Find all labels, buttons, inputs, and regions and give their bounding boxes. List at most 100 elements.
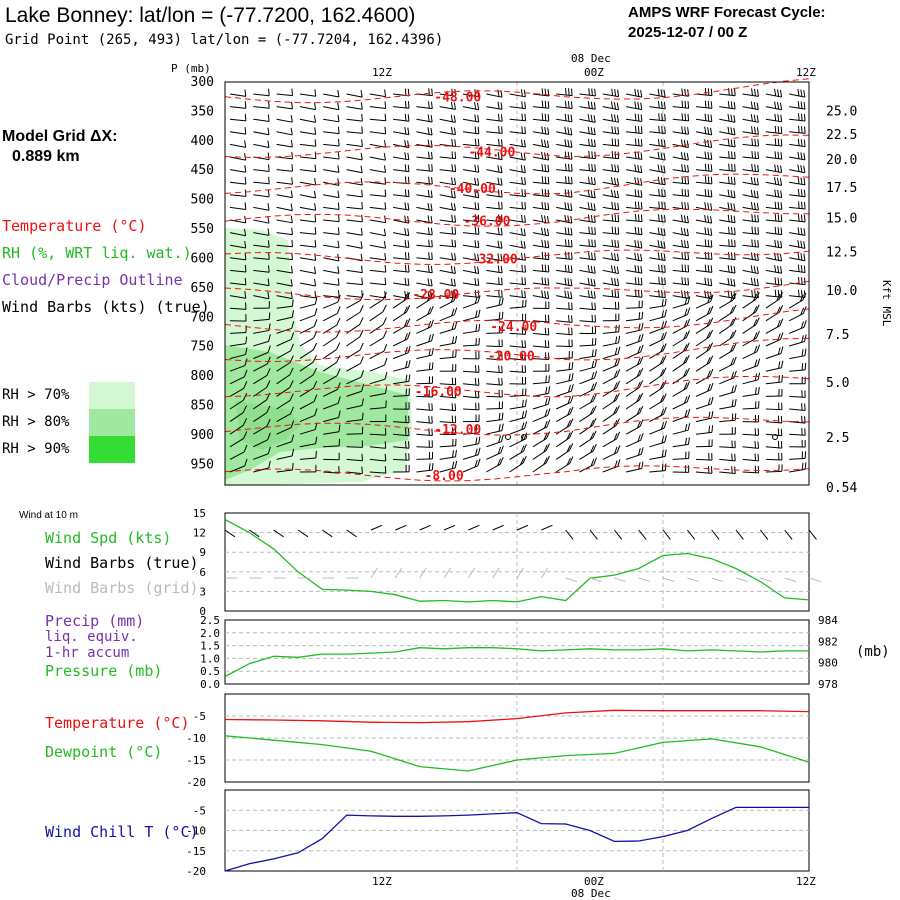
- wind-barb: [276, 420, 295, 435]
- wind-barb: [253, 140, 270, 149]
- wind-barb: [602, 151, 620, 160]
- wind-barb: [695, 100, 713, 109]
- wind-barb: [556, 139, 573, 148]
- wind-barb: [393, 252, 410, 260]
- wind-barb: [602, 445, 621, 460]
- wind-barb: [556, 315, 573, 323]
- wind-barb: [579, 443, 597, 460]
- wind-barb: [532, 352, 550, 361]
- wind-barb: [649, 320, 667, 334]
- wind-barb: [486, 277, 503, 286]
- wind-barb: [602, 138, 620, 147]
- wind-barb: [276, 203, 293, 212]
- wind-barb: [765, 239, 783, 249]
- wind-barb: [462, 240, 480, 249]
- wind-barb: [789, 334, 807, 347]
- wind-barb: [649, 201, 666, 210]
- wind-barb: [416, 440, 433, 448]
- wind-barb: [229, 347, 248, 360]
- wind-barb: [532, 386, 551, 397]
- wind-barb: [602, 289, 620, 299]
- wind-barb: [439, 350, 457, 360]
- wind-barb: [719, 413, 737, 423]
- wind-barb: [299, 253, 317, 261]
- wind-barb: [323, 424, 341, 435]
- wind-barb: [742, 114, 759, 123]
- top-tick-00z: 00Z: [584, 66, 604, 79]
- wind-barb: [369, 241, 387, 249]
- contour-label: -20.00: [488, 350, 535, 365]
- wind-barb: [323, 227, 340, 235]
- legend-wind-barbs: Wind Barbs (kts) (true): [2, 298, 210, 316]
- wind-barb: [556, 113, 573, 123]
- wind-barb: [439, 403, 457, 412]
- contour-label: -48.00: [434, 91, 481, 106]
- wind-barb: [789, 151, 806, 161]
- wind-barb: [323, 278, 340, 286]
- wind-barb: [369, 428, 387, 436]
- wind-barb: [602, 101, 619, 111]
- wind-barb: [695, 355, 714, 372]
- wind-barb: [416, 252, 433, 261]
- wind-barb: [695, 439, 713, 448]
- wind-barb: [369, 265, 387, 273]
- wind-barb: [742, 317, 760, 334]
- wind-barb: [649, 164, 666, 174]
- wind-barb: [416, 176, 433, 185]
- wind-barb: [765, 125, 783, 135]
- wind-barb: [789, 88, 806, 98]
- wind-barb: [462, 402, 480, 411]
- wind-barb: [486, 201, 503, 210]
- wind-barb: [579, 176, 596, 186]
- wind-barb: [719, 440, 736, 449]
- wind-barb: [276, 151, 293, 160]
- wind-barb: [229, 393, 248, 410]
- wind-barb: [742, 202, 759, 211]
- wind-barb: [789, 188, 806, 198]
- wind-barb: [509, 290, 526, 299]
- wind-barb: [625, 405, 644, 423]
- wind-barb: [369, 126, 387, 135]
- wind-barb: [229, 140, 247, 148]
- wind-barb: [346, 370, 365, 385]
- wind-barb: [742, 214, 759, 223]
- wind-barb: [649, 435, 667, 448]
- wind-barb: [509, 139, 526, 148]
- wind-barb: [765, 88, 783, 98]
- wind-barb: [486, 445, 504, 460]
- wind-barb: [695, 139, 713, 148]
- wind-barb: [719, 399, 737, 410]
- wind-barb: [393, 428, 410, 437]
- wind-barb: [299, 151, 317, 160]
- wind-barb: [253, 301, 270, 309]
- wind-barb: [253, 460, 271, 473]
- wind-barb: [789, 164, 806, 174]
- legend-precip: Precip (mm): [45, 612, 145, 630]
- temperature-contour: [224, 280, 810, 301]
- wind-barb: [695, 396, 714, 410]
- wind-barb: [579, 88, 596, 97]
- wind-barb: [393, 215, 410, 224]
- wind-barb: [369, 165, 387, 173]
- wind-barb: [719, 453, 736, 462]
- wind-barb: [369, 400, 387, 410]
- wind-barb: [532, 419, 551, 435]
- wind-barb: [439, 164, 457, 172]
- wind-barb: [579, 417, 597, 435]
- wind-barb: [765, 360, 784, 372]
- wind-barb: [672, 214, 689, 224]
- wind-barb: [765, 374, 783, 385]
- wind-barb: [229, 314, 247, 322]
- wind-barb: [276, 227, 293, 236]
- wind-barb: [626, 125, 643, 134]
- wind-barb: [369, 140, 387, 148]
- wind-barb: [369, 330, 388, 347]
- wind-barb: [229, 277, 247, 286]
- wind-barb: [602, 252, 620, 262]
- wind-barb: [439, 390, 457, 399]
- wind-barb: [253, 189, 270, 198]
- wind-barb: [556, 373, 574, 385]
- wind-barb: [672, 408, 691, 423]
- wind-barb: [276, 332, 295, 347]
- wind-barb: [532, 264, 550, 273]
